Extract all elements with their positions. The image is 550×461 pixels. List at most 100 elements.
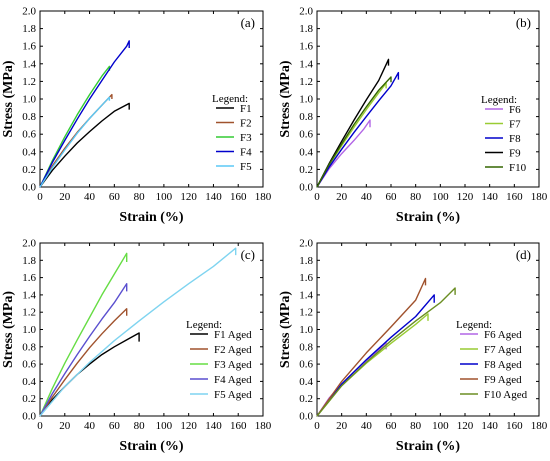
y-axis-title: Stress (MPa) <box>278 60 293 137</box>
legend-item: F4 Aged <box>214 374 252 386</box>
series-line-f8 <box>316 71 400 188</box>
y-tick-label: 1.6 <box>299 41 313 53</box>
y-axis-title: Stress (MPa) <box>1 60 16 137</box>
y-tick-label: 1.0 <box>22 324 36 336</box>
y-tick-label: 1.8 <box>22 255 36 267</box>
x-tick-label: 60 <box>109 191 121 203</box>
x-tick-label: 80 <box>410 191 422 203</box>
y-tick-label: 0.8 <box>299 341 313 353</box>
y-tick-label: 2.0 <box>22 6 36 18</box>
y-tick-label: 0.4 <box>22 146 36 158</box>
y-tick-label: 0.0 <box>299 182 313 194</box>
x-axis-title: Strain (%) <box>119 439 184 454</box>
panel-label: (d) <box>516 247 531 262</box>
x-tick-label: 180 <box>255 191 272 203</box>
x-tick-label: 0 <box>314 191 320 203</box>
y-axis-title: Stress (MPa) <box>1 291 16 368</box>
x-tick-label: 120 <box>180 191 197 203</box>
y-tick-label: 0.8 <box>22 111 36 123</box>
y-tick-label: 0.0 <box>299 411 313 423</box>
series-line-f2-aged <box>39 308 128 417</box>
x-tick-label: 120 <box>457 191 474 203</box>
legend-title: Legend: <box>186 319 222 331</box>
y-tick-label: 1.4 <box>299 289 313 301</box>
x-tick-label: 20 <box>336 420 348 432</box>
y-tick-label: 1.4 <box>22 58 36 70</box>
series-line-f7-aged <box>316 313 429 417</box>
y-tick-label: 0.6 <box>22 129 36 141</box>
legend-title: Legend: <box>212 93 248 105</box>
x-tick-label: 180 <box>531 420 548 432</box>
legend-title: Legend: <box>481 94 517 106</box>
y-tick-label: 1.0 <box>22 94 36 106</box>
x-tick-label: 60 <box>109 420 121 432</box>
y-tick-label: 0.4 <box>299 146 313 158</box>
legend-item: F8 <box>509 133 521 145</box>
y-tick-label: 0.0 <box>22 182 36 194</box>
x-tick-label: 160 <box>506 191 523 203</box>
x-tick-label: 120 <box>180 420 197 432</box>
legend: Legend:F1 F2 F3 F4 F5 <box>212 93 252 173</box>
y-tick-label: 0.2 <box>299 393 313 405</box>
y-tick-label: 0.2 <box>22 393 36 405</box>
legend-item: F2 <box>240 118 252 130</box>
x-tick-label: 0 <box>37 420 43 432</box>
x-tick-label: 180 <box>531 191 548 203</box>
y-tick-label: 0.6 <box>299 129 313 141</box>
series-line-f10 <box>316 76 392 188</box>
x-tick-label: 60 <box>386 420 398 432</box>
x-tick-label: 80 <box>134 191 146 203</box>
y-tick-label: 0.8 <box>22 341 36 353</box>
legend-item: F6 Aged <box>484 329 522 341</box>
y-tick-label: 1.0 <box>299 94 313 106</box>
y-tick-label: 1.8 <box>299 23 313 35</box>
chart-panel-1: 0.0 0.2 0.4 0.6 0.8 1.0 1.2 1.4 1.6 1.8 2.0 0 20 40 60… <box>1 6 272 226</box>
y-tick-label: 0.6 <box>299 359 313 371</box>
legend-item: F8 Aged <box>484 359 522 371</box>
y-tick-label: 0.2 <box>299 164 313 176</box>
series-line-f10-aged <box>316 287 456 417</box>
series-line-f5-aged <box>39 247 237 417</box>
x-tick-label: 100 <box>156 420 173 432</box>
legend-title: Legend: <box>456 319 492 331</box>
legend: Legend:F6 Aged F7 Aged F8 Aged F9 Aged F10 A… <box>456 319 528 401</box>
series-line-f6 <box>316 119 371 188</box>
x-tick-label: 0 <box>314 420 320 432</box>
x-tick-label: 140 <box>481 420 498 432</box>
y-tick-label: 0.4 <box>299 376 313 388</box>
legend-item: F9 <box>509 148 521 160</box>
y-tick-label: 2.0 <box>22 238 36 250</box>
y-tick-label: 0.0 <box>22 411 36 423</box>
x-tick-label: 40 <box>84 420 96 432</box>
series-line-f3 <box>39 65 111 188</box>
x-tick-label: 20 <box>336 191 348 203</box>
x-tick-label: 160 <box>230 420 247 432</box>
legend-item: F10 <box>509 162 527 174</box>
series-line-f1-aged <box>39 332 140 417</box>
y-tick-label: 1.4 <box>22 289 36 301</box>
x-tick-label: 20 <box>59 191 71 203</box>
y-tick-label: 1.8 <box>299 255 313 267</box>
x-tick-label: 180 <box>255 420 272 432</box>
x-tick-label: 80 <box>410 420 422 432</box>
x-tick-label: 100 <box>432 191 449 203</box>
legend-item: F2 Aged <box>214 344 252 356</box>
y-tick-label: 1.6 <box>22 41 36 53</box>
x-axis-title: Strain (%) <box>119 210 184 225</box>
legend-item: F7 <box>509 119 521 131</box>
legend-item: F7 Aged <box>484 344 522 356</box>
legend-item: F1 Aged <box>214 329 252 341</box>
y-tick-label: 1.2 <box>299 307 313 319</box>
x-axis-title: Strain (%) <box>396 210 461 225</box>
x-tick-label: 100 <box>156 191 173 203</box>
legend-item: F6 <box>509 104 521 116</box>
y-tick-label: 1.8 <box>22 23 36 35</box>
legend: Legend:F1 Aged F2 Aged F3 Aged F4 Aged F5 Ag… <box>186 319 252 401</box>
series-line-f9-aged <box>316 277 427 417</box>
legend-item: F10 Aged <box>484 389 528 401</box>
series-line-f8-aged <box>316 294 435 417</box>
x-tick-label: 100 <box>432 420 449 432</box>
y-tick-label: 1.2 <box>22 307 36 319</box>
y-tick-label: 0.6 <box>22 359 36 371</box>
y-tick-label: 2.0 <box>299 238 313 250</box>
